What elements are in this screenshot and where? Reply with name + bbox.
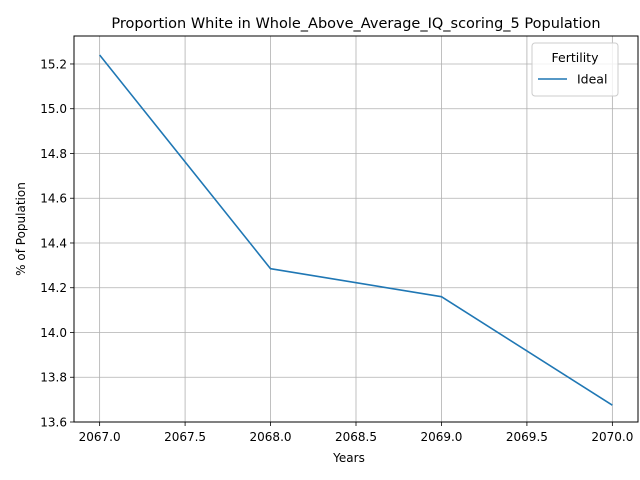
y-tick-label: 15.0 [40,102,67,116]
y-tick-label: 14.2 [40,281,67,295]
x-axis-label: Years [332,451,365,465]
x-tick-label: 2067.5 [164,430,206,444]
y-tick-label: 13.8 [40,371,67,385]
legend-box [531,42,619,97]
y-tick-label: 14.4 [40,236,67,250]
legend-title: Fertility [552,50,600,65]
x-tick-label: 2069.5 [506,430,548,444]
y-tick-label: 15.2 [40,57,67,71]
series-line-ideal [99,54,613,406]
legend: Fertility Ideal [531,42,619,97]
x-tick-label: 2070.0 [591,430,633,444]
y-tick-label: 14.6 [40,192,67,206]
x-tick-label: 2067.0 [79,430,121,444]
series [99,54,613,406]
y-tick-label: 14.0 [40,326,67,340]
x-tick-label: 2069.0 [420,430,462,444]
x-tick-label: 2068.5 [335,430,377,444]
legend-label-ideal: Ideal [577,72,607,87]
axis-ticks: 2067.0 2067.5 2068.0 2068.5 2069.0 2069.5 2070… [40,57,633,444]
chart-title: Proportion White in Whole_Above_Average_… [111,16,600,32]
plot-area-frame [73,35,639,423]
x-tick-label: 2068.0 [250,430,292,444]
y-tick-label: 14.8 [40,147,67,161]
y-tick-label: 13.6 [40,416,67,430]
y-axis-label: % of Population [14,182,28,276]
